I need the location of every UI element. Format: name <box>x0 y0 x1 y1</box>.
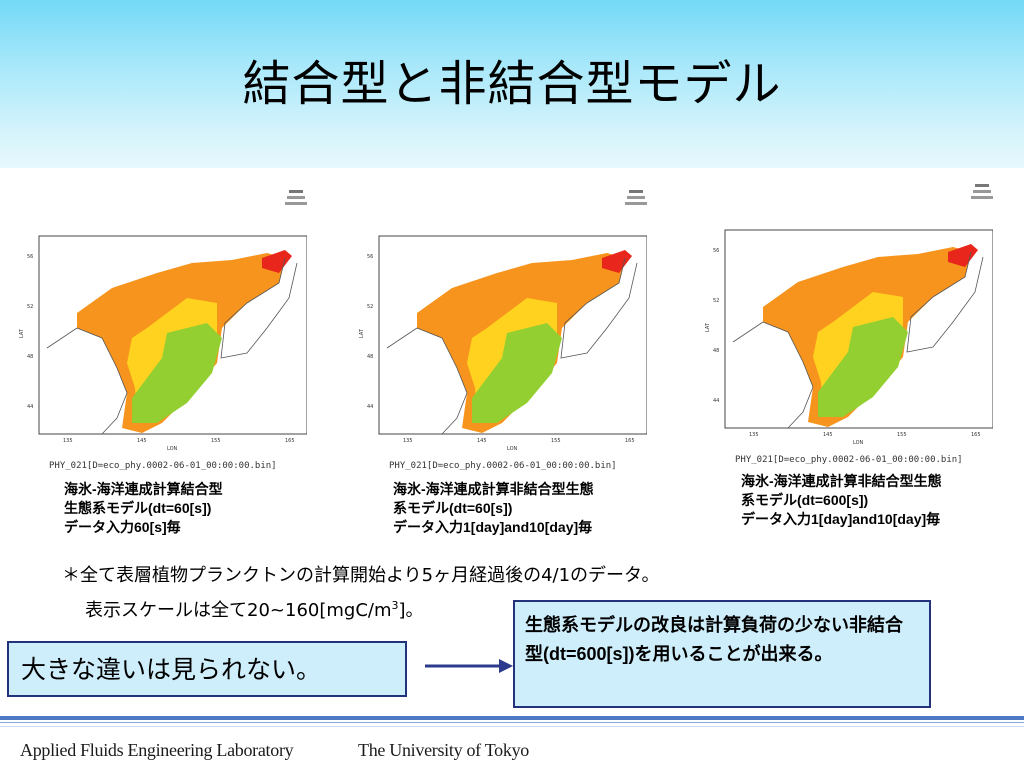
y-axis-label: LAT <box>359 328 365 338</box>
x-tick-label: 165 <box>625 438 635 444</box>
conclusion-box-left: 大きな違いは見られない。 <box>7 641 407 697</box>
file-label: PHY_021[D=eco_phy.0002-06-01_00:00:00.bi… <box>389 461 617 471</box>
coastline <box>762 321 814 429</box>
x-tick-label: 155 <box>551 438 561 444</box>
x-tick-label: 155 <box>897 432 907 438</box>
x-axis-label: LON <box>507 446 518 452</box>
conclusion-box-right: 生態系モデルの改良は計算負荷の少ない非結合型(dt=600[s])を用いることが… <box>513 600 931 708</box>
footer-rule <box>0 726 1024 727</box>
caption-line: 生態系モデル(dt=60[s]) <box>64 500 212 516</box>
plot-header-text <box>629 190 643 193</box>
footer-rule <box>0 716 1024 720</box>
caption-line: データ入力60[s]毎 <box>64 519 181 535</box>
coastline <box>46 327 78 349</box>
title-banner <box>0 0 1024 168</box>
map-panel-3: 1601501401301201101009080706050403020565… <box>703 182 993 472</box>
chlorophyll-map-3: 1601501401301201101009080706050403020565… <box>705 184 993 465</box>
y-tick-label: 52 <box>367 304 373 310</box>
data-note: ＊全て表層植物プランクトンの計算開始より5ヶ月経過後の4/1のデータ。 <box>62 563 660 589</box>
caption-line: 系モデル(dt=60[s]) <box>393 500 513 516</box>
y-tick-label: 52 <box>713 298 719 304</box>
right-arrow-icon <box>425 659 513 673</box>
caption-line: 海氷-海洋連成計算非結合型生態 <box>393 481 594 497</box>
y-tick-label: 52 <box>27 304 33 310</box>
map-panel-1: 1601501401301201101009080706050403020565… <box>17 188 307 478</box>
y-tick-label: 48 <box>367 354 373 360</box>
footer-university: The University of Tokyo <box>358 740 529 760</box>
y-tick-label: 56 <box>367 254 373 260</box>
y-tick-label: 44 <box>27 404 33 410</box>
caption-line: データ入力1[day]and10[day]毎 <box>741 511 941 527</box>
y-tick-label: 44 <box>713 398 719 404</box>
data-note-text: ＊全て表層植物プランクトンの計算開始より5ヶ月経過後の4/1のデータ。 <box>62 565 660 586</box>
map-panel-2: 1601501401301201101009080706050403020565… <box>357 188 647 478</box>
footer-lab: Applied Fluids Engineering Laboratory <box>20 740 294 760</box>
sea-green-area <box>472 323 562 423</box>
plot-header-text <box>971 196 993 199</box>
y-tick-label: 56 <box>27 254 33 260</box>
panel-caption-3: 海氷-海洋連成計算非結合型生態 系モデル(dt=600[s]) データ入力1[d… <box>741 472 942 529</box>
coastline <box>732 321 764 343</box>
plot-header-text <box>973 190 991 193</box>
coastline <box>560 257 638 359</box>
scale-note-suffix: ]。 <box>398 600 424 621</box>
x-tick-label: 145 <box>823 432 833 438</box>
x-tick-label: 145 <box>137 438 147 444</box>
plot-header-text <box>975 184 989 187</box>
caption-line: 海氷-海洋連成計算結合型 <box>64 481 223 497</box>
coastline <box>386 327 418 349</box>
sea-red-area <box>602 250 632 273</box>
x-axis-label: LON <box>853 440 864 446</box>
x-tick-label: 155 <box>211 438 221 444</box>
x-tick-label: 135 <box>403 438 413 444</box>
conclusion-left-text: 大きな違いは見られない。 <box>21 655 322 684</box>
plot-header-text <box>287 196 305 199</box>
x-tick-label: 165 <box>971 432 981 438</box>
panel-caption-2: 海氷-海洋連成計算非結合型生態 系モデル(dt=60[s]) データ入力1[da… <box>393 480 594 537</box>
conclusion-right-text: 生態系モデルの改良は計算負荷の少ない非結合型(dt=600[s])を用いることが… <box>525 615 903 664</box>
y-tick-label: 44 <box>367 404 373 410</box>
caption-line: 海氷-海洋連成計算非結合型生態 <box>741 473 942 489</box>
scale-note: 表示スケールは全て20~160[mgC/m3]。 <box>85 593 424 624</box>
caption-line: 系モデル(dt=600[s]) <box>741 492 869 508</box>
y-axis-label: LAT <box>19 328 25 338</box>
scale-note-superscript: 3 <box>391 599 399 612</box>
footer-rule <box>0 722 1024 723</box>
chlorophyll-map-1: 1601501401301201101009080706050403020565… <box>19 190 307 471</box>
y-axis-label: LAT <box>705 322 711 332</box>
plot-header-text <box>289 190 303 193</box>
sea-green-area <box>132 323 222 423</box>
caption-line: データ入力1[day]and10[day]毎 <box>393 519 593 535</box>
plot-header-text <box>285 202 307 205</box>
x-tick-label: 145 <box>477 438 487 444</box>
coastline <box>906 251 984 353</box>
coastline <box>220 257 298 359</box>
x-tick-label: 135 <box>749 432 759 438</box>
file-label: PHY_021[D=eco_phy.0002-06-01_00:00:00.bi… <box>49 461 277 471</box>
x-axis-label: LON <box>167 446 178 452</box>
x-tick-label: 135 <box>63 438 73 444</box>
coastline <box>76 327 128 435</box>
sea-red-area <box>948 244 978 267</box>
scale-note-prefix: 表示スケールは全て20~160[mgC/m <box>85 600 392 621</box>
plot-header-text <box>625 202 647 205</box>
y-tick-label: 48 <box>713 348 719 354</box>
file-label: PHY_021[D=eco_phy.0002-06-01_00:00:00.bi… <box>735 455 963 465</box>
x-tick-label: 165 <box>285 438 295 444</box>
chlorophyll-map-2: 1601501401301201101009080706050403020565… <box>359 190 647 471</box>
coastline <box>416 327 468 435</box>
y-tick-label: 48 <box>27 354 33 360</box>
plot-header-text <box>627 196 645 199</box>
panel-caption-1: 海氷-海洋連成計算結合型 生態系モデル(dt=60[s]) データ入力60[s]… <box>64 480 223 537</box>
y-tick-label: 56 <box>713 248 719 254</box>
sea-red-area <box>262 250 292 273</box>
sea-green-area <box>818 317 908 417</box>
slide-title: 結合型と非結合型モデル <box>242 56 782 112</box>
